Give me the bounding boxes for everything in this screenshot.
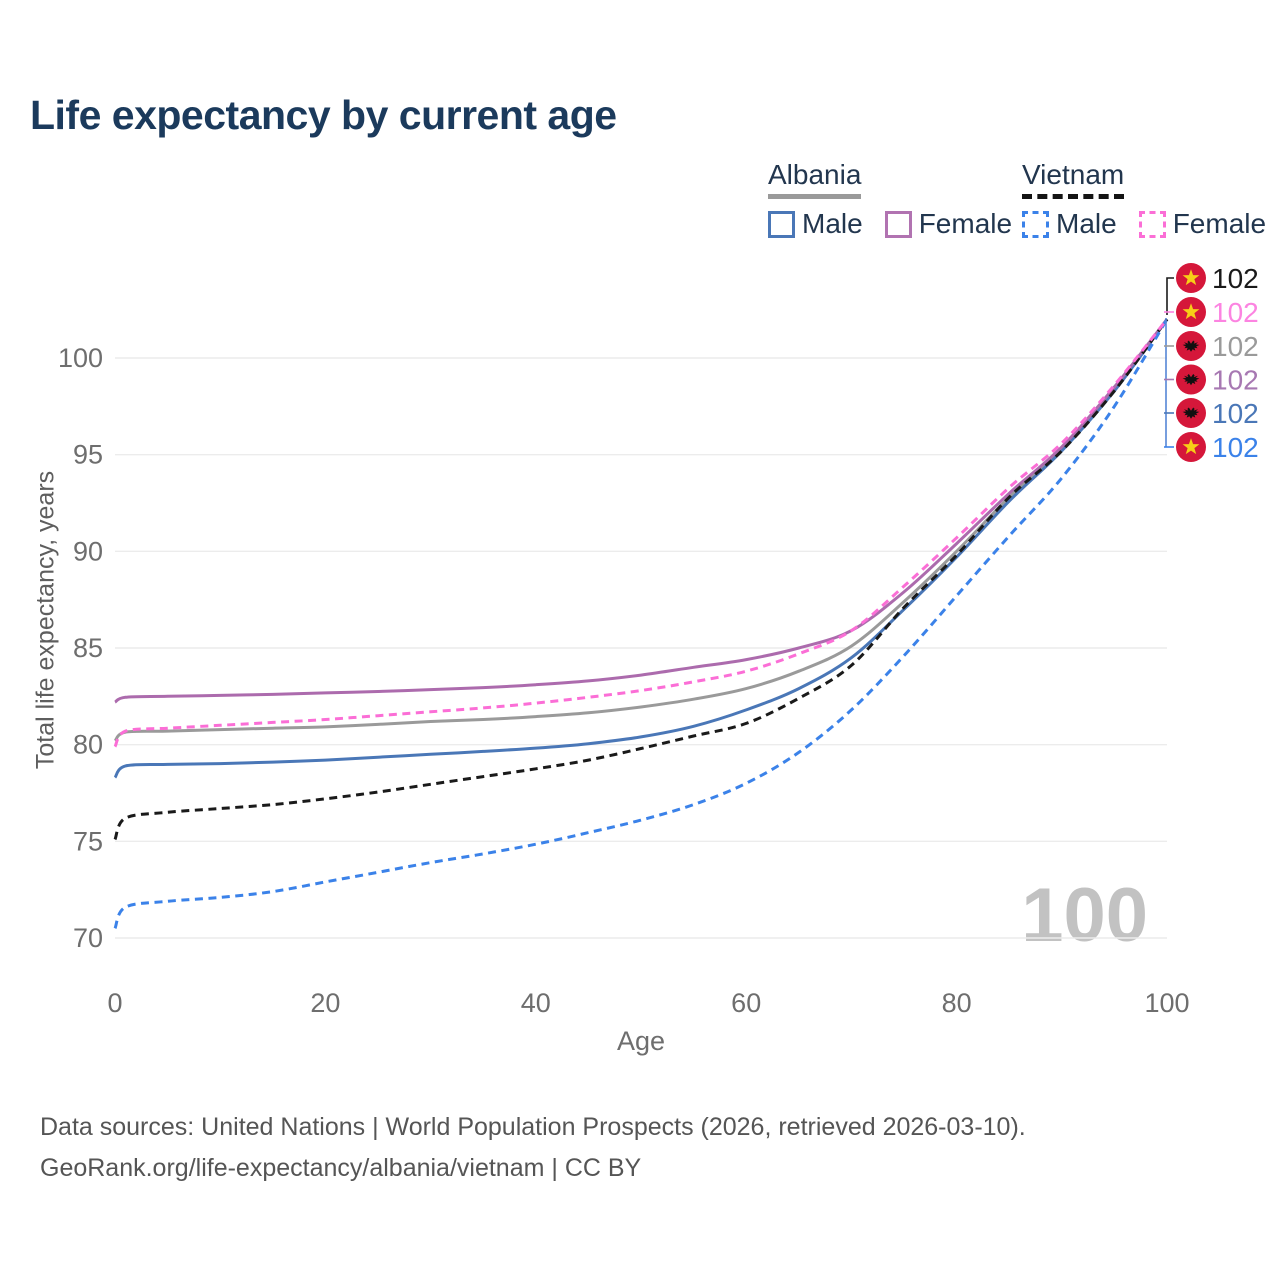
- albania-eagle: [1182, 340, 1200, 352]
- albania-eagle: [1182, 407, 1200, 419]
- attribution-text: GeoRank.org/life-expectancy/albania/viet…: [40, 1154, 642, 1182]
- vietnam-star: [1182, 303, 1200, 320]
- vietnam-star: [1182, 438, 1200, 455]
- series-line-vietnam-male[interactable]: [113, 318, 1169, 930]
- legend-label-vietnam-male: Male: [1056, 208, 1117, 239]
- vietnam-female-swatch-icon: [1138, 210, 1166, 238]
- vietnam-star: [1182, 269, 1200, 286]
- y-tick-label-85: 85: [73, 633, 103, 663]
- x-tick-label-40: 40: [521, 988, 551, 1018]
- series-line-vietnam-female[interactable]: [113, 318, 1169, 748]
- axis-title-y: Total life expectancy, years: [31, 470, 60, 770]
- legend-item-albania-female[interactable]: Female: [884, 208, 1013, 240]
- legend-group-albania: Albania Male Female: [768, 160, 1034, 240]
- watermark-age-100: 100: [1021, 873, 1148, 958]
- end-label-value: 102: [1212, 297, 1259, 328]
- legend-item-vietnam-male[interactable]: Male: [1022, 208, 1117, 240]
- end-label-connector-line: [1166, 277, 1174, 315]
- axis-title-x: Age: [616, 1026, 666, 1056]
- albania-flag-icon: [1176, 331, 1206, 361]
- y-tick-label-70: 70: [73, 923, 103, 953]
- legend-header-vietnam[interactable]: Vietnam: [1022, 160, 1125, 199]
- albania-flag-icon: [1176, 364, 1206, 395]
- albania-eagle: [1182, 374, 1200, 386]
- legend-item-vietnam-female[interactable]: Female: [1138, 208, 1267, 240]
- series-line-vietnam-both-sexes[interactable]: [113, 318, 1169, 841]
- x-tick-label-60: 60: [731, 988, 761, 1018]
- chart-footer: Data sources: United Nations | World Pop…: [40, 1107, 1026, 1189]
- legend-label-vietnam-female: Female: [1172, 208, 1267, 239]
- data-sources-text: Data sources: United Nations | World Pop…: [40, 1113, 1026, 1141]
- vietnam-flag-icon: [1176, 297, 1206, 327]
- y-tick-label-95: 95: [73, 440, 103, 470]
- legend-group-vietnam: Vietnam Male Female: [1022, 160, 1280, 240]
- x-tick-label-80: 80: [942, 988, 972, 1018]
- x-tick-label-0: 0: [107, 988, 122, 1018]
- end-label-value: 102: [1212, 331, 1259, 362]
- albania-flag-icon: [1176, 398, 1206, 428]
- series-line-albania-male[interactable]: [113, 318, 1169, 779]
- series-line-albania-female[interactable]: [114, 318, 1169, 704]
- end-label-value: 102: [1212, 398, 1259, 429]
- vietnam-flag-icon: [1176, 432, 1206, 462]
- series-line-albania-both-sexes[interactable]: [113, 318, 1169, 742]
- legend-header-albania[interactable]: Albania: [768, 160, 862, 199]
- legend-item-albania-male[interactable]: Male: [768, 208, 863, 240]
- vietnam-male-swatch-icon: [1022, 210, 1049, 238]
- y-tick-label-75: 75: [73, 826, 103, 856]
- page-title: Life expectancy by current age: [30, 92, 617, 138]
- legend-label-albania-female: Female: [918, 208, 1013, 239]
- vietnam-flag-icon: [1176, 263, 1206, 293]
- y-tick-label-80: 80: [73, 730, 103, 760]
- x-tick-label-100: 100: [1144, 988, 1189, 1018]
- end-label-value: 102: [1212, 365, 1259, 396]
- end-label-value: 102: [1212, 432, 1259, 463]
- end-label-value: 102: [1212, 263, 1259, 294]
- x-tick-label-20: 20: [310, 988, 340, 1018]
- y-tick-label-90: 90: [73, 536, 103, 566]
- albania-female-swatch-icon: [884, 210, 912, 238]
- legend-label-albania-male: Male: [802, 208, 863, 239]
- albania-male-swatch-icon: [768, 210, 795, 238]
- y-tick-label-100: 100: [58, 343, 103, 373]
